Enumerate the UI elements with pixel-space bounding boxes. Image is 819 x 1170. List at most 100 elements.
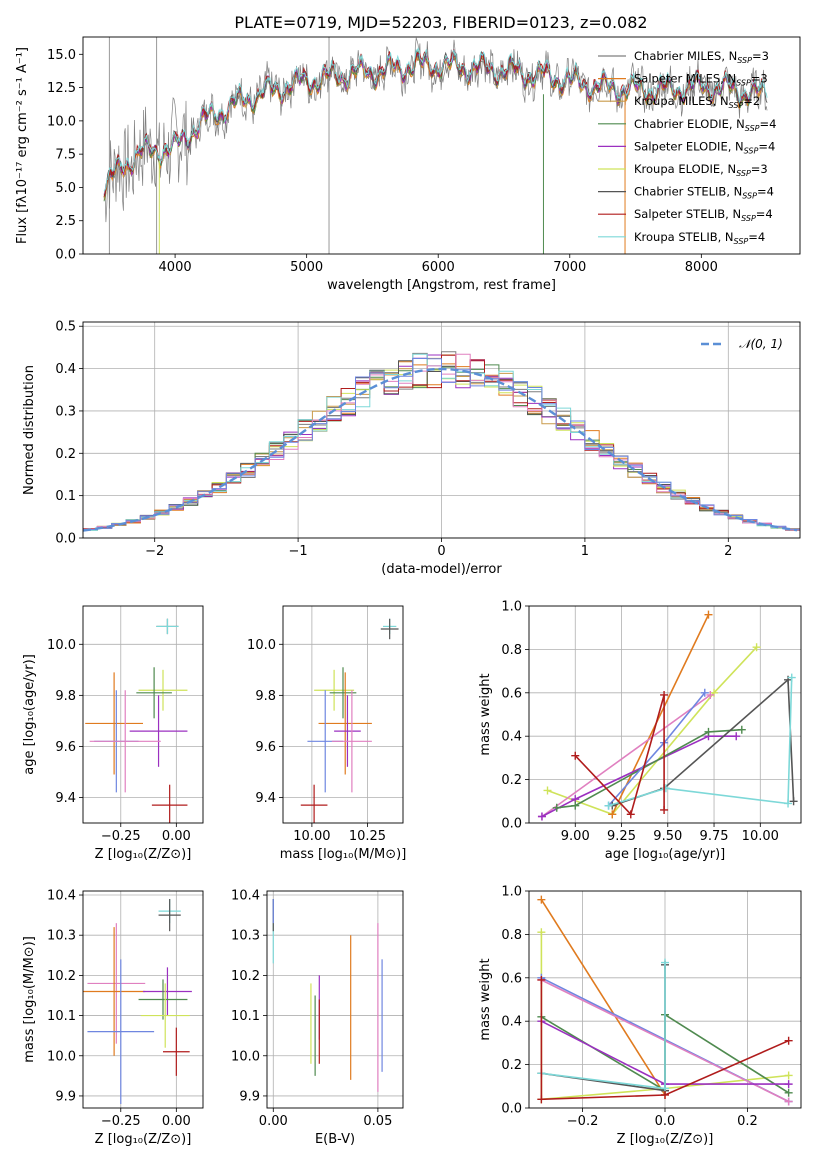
axes-frame: [528, 890, 802, 1109]
histogram-step-line: [83, 358, 800, 530]
y-tick-label: 10.0: [47, 114, 76, 129]
x-tick-label: 6000: [422, 260, 455, 275]
weight-point-marker: [706, 690, 715, 699]
weight-point-marker: [537, 1095, 546, 1104]
weight-point-marker: [571, 751, 580, 760]
y-axis-label: age [log₁₀(age/yr)]: [22, 654, 37, 775]
y-tick-label: 9.9: [55, 1089, 76, 1104]
x-tick-label: 2: [724, 544, 732, 559]
y-tick-label: 1.0: [501, 885, 522, 900]
weight-point-marker: [537, 895, 546, 904]
legend-subscript: SSP: [729, 101, 744, 110]
y-tick-label: 0.4: [501, 730, 522, 745]
figure-title: PLATE=0719, MJD=52203, FIBERID=0123, z=0…: [234, 13, 647, 32]
legend-count: =4: [758, 139, 775, 153]
y-tick-label: 0.4: [55, 362, 76, 377]
legend-label: Salpeter MILES, N: [634, 72, 736, 86]
x-tick-label: 10.00: [742, 829, 779, 844]
legend-count: =4: [756, 207, 773, 221]
x-tick-label: 0.0: [655, 1114, 676, 1129]
legend-subscript: SSP: [741, 214, 756, 223]
y-tick-label: 0.5: [55, 320, 76, 335]
y-tick-label: 2.5: [55, 214, 76, 229]
axes-weight-vs-Z: −0.2 0.0 0.2 0.0 0.2 0.4 0.6 0.8 1.0 Z [log₁₀(Z/Z…: [478, 885, 802, 1147]
x-tick-label: 7000: [553, 260, 586, 275]
x-tick-label: 8000: [685, 260, 718, 275]
y-tick-label: 7.5: [55, 148, 76, 163]
legend-entry: Chabrier MILES, NSSP=3: [634, 49, 769, 65]
plot-area: [267, 891, 403, 1108]
x-tick-label: −2: [145, 544, 164, 559]
x-tick-label: −0.25: [101, 829, 141, 844]
x-axis-label: (data-model)/error: [381, 562, 502, 577]
weight-point-marker: [537, 975, 546, 984]
axes-frame: [528, 605, 802, 824]
weight-series-line: [574, 694, 665, 816]
y-tick-label: 10.2: [47, 969, 76, 984]
weight-point-marker: [537, 928, 546, 937]
x-tick-label: −1: [289, 544, 308, 559]
legend-entry: 𝒩(0, 1): [739, 337, 783, 351]
y-tick-label: 0.4: [501, 1015, 522, 1030]
x-tick-label: 10.00: [293, 829, 330, 844]
legend-subscript: SSP: [745, 124, 760, 133]
y-tick-label: 0.0: [501, 1102, 522, 1117]
weight-point-marker: [752, 643, 761, 652]
plot-area: [529, 606, 801, 823]
weight-point-marker: [700, 688, 709, 697]
y-tick-label: 0.3: [55, 404, 76, 419]
y-tick-label: 10.0: [231, 1049, 260, 1064]
x-tick-label: 1: [581, 544, 589, 559]
weight-point-marker: [571, 801, 580, 810]
legend-subscript: SSP: [736, 169, 751, 178]
weight-point-marker: [537, 812, 546, 821]
legend-count: =3: [751, 72, 768, 86]
weight-point-marker: [661, 1090, 669, 1099]
x-tick-label: 9.00: [561, 829, 590, 844]
plot-area: [529, 891, 801, 1108]
x-axis-label: age [log₁₀(age/yr)]: [605, 847, 726, 862]
legend-count: =4: [757, 185, 774, 199]
y-tick-label: 10.4: [47, 889, 76, 904]
axes-frame: [82, 605, 204, 824]
legend-entry: Kroupa MILES, NSSP=2: [634, 94, 760, 110]
x-tick-label: 9.75: [700, 829, 729, 844]
axes-weight-vs-age: 9.00 9.25 9.50 9.75 10.00 0.0 0.2 0.4 0.6 0.8 1.0 a…: [478, 600, 802, 862]
weight-point-marker: [660, 690, 669, 699]
y-axis-label: Flux [fλ10⁻¹⁷ erg cm⁻² s⁻¹ A⁻¹]: [15, 47, 30, 244]
axes-age-vs-Z: −0.25 0.00 9.4 9.6 9.8 10.0 Z [log₁₀(Z/Z⊙)] age…: [22, 605, 204, 862]
weight-point-marker: [784, 1097, 793, 1106]
legend-label: Kroupa MILES, N: [634, 94, 729, 108]
weight-series-line: [541, 962, 666, 1090]
weight-point-marker: [704, 727, 713, 736]
y-tick-label: 10.1: [231, 1009, 260, 1024]
y-tick-label: 10.3: [47, 929, 76, 944]
legend-subscript: SSP: [744, 146, 759, 155]
weight-series-line: [608, 692, 706, 807]
plot-area: [83, 891, 203, 1108]
weight-point-marker: [661, 784, 670, 793]
weight-point-marker: [552, 803, 561, 812]
weight-point-marker: [784, 1071, 793, 1080]
x-tick-label: 0.00: [162, 829, 191, 844]
y-axis-label: mass [log₁₀(M/M⊙)]: [22, 936, 37, 1063]
y-tick-label: 10.2: [231, 969, 260, 984]
y-tick-label: 10.0: [47, 638, 76, 653]
y-tick-label: 5.0: [55, 181, 76, 196]
y-tick-label: 0.0: [501, 817, 522, 832]
legend-count: =4: [748, 230, 765, 244]
axes-frame: [282, 605, 404, 824]
weight-series-line: [540, 899, 666, 1096]
weight-point-marker: [661, 958, 669, 967]
y-axis-label: mass weight: [478, 673, 493, 755]
x-tick-label: 5000: [290, 260, 323, 275]
weight-point-marker: [784, 1088, 793, 1097]
legend-subscript: SSP: [737, 56, 752, 65]
weight-point-marker: [789, 797, 798, 806]
y-tick-label: 0.2: [55, 447, 76, 462]
legend-label: Chabrier ELODIE, N: [634, 117, 745, 131]
y-tick-label: 10.4: [231, 889, 260, 904]
weight-series-line: [540, 980, 789, 1101]
